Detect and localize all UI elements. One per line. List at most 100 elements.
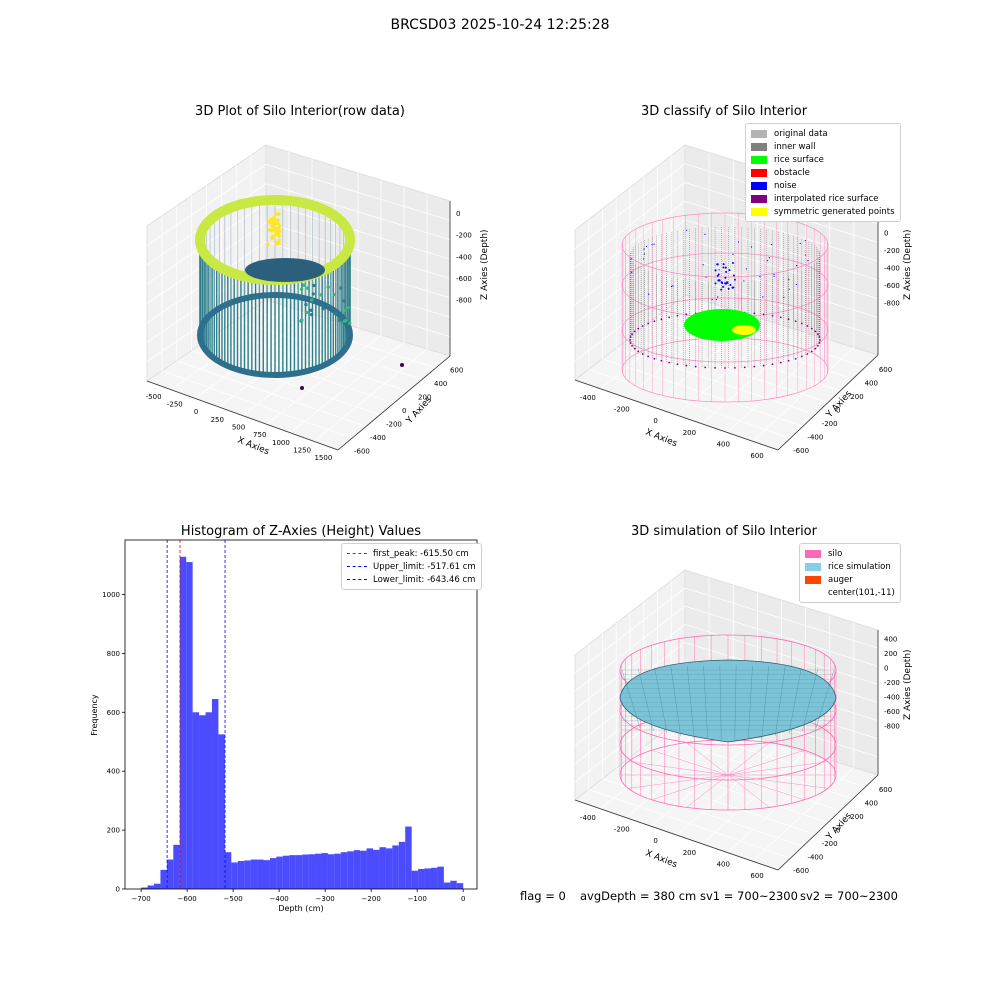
y-tick-label: -200 <box>822 840 838 848</box>
legend-label: Lower_limit: -643.46 cm <box>373 574 476 585</box>
legend-item: rice surface <box>751 153 895 166</box>
point <box>273 228 278 232</box>
y-tick-label: -600 <box>793 447 809 455</box>
legend-item: center(101,-11) <box>805 586 895 599</box>
interpolated-point <box>818 336 821 338</box>
noise-point <box>795 265 798 267</box>
interpolated-point <box>631 333 633 336</box>
noise-point <box>771 243 773 246</box>
interpolated-point <box>629 336 632 338</box>
panel2-points <box>621 212 829 403</box>
floor-spoke <box>727 742 770 776</box>
y-tick-label: 800 <box>107 650 120 658</box>
legend-item: Upper_limit: -517.61 cm <box>347 560 476 573</box>
noise-point <box>630 258 632 260</box>
legend-item: noise <box>751 179 895 192</box>
noise-point <box>732 253 734 255</box>
wall-grid <box>684 200 879 262</box>
floor-spoke <box>727 774 828 789</box>
noise-point <box>720 288 723 291</box>
legend-swatch <box>751 142 767 151</box>
noise-point <box>686 229 688 231</box>
interpolated-point <box>762 364 765 367</box>
legend-item: auger <box>805 573 895 586</box>
interpolated-point <box>685 313 688 316</box>
point <box>277 224 282 228</box>
legend-label: inner wall <box>774 141 816 152</box>
x-tick-label: 1000 <box>272 439 290 447</box>
noise-point <box>725 270 728 273</box>
histogram-axes: −700 −600 −500 −400 −300 −200 −100 0 0 200 400 600 8… <box>102 539 478 903</box>
mesh-line <box>761 665 769 738</box>
legend-swatch <box>751 155 767 164</box>
noise-point <box>783 296 785 298</box>
floor-grid <box>643 326 841 392</box>
noise-point <box>727 287 730 290</box>
wall-grid <box>574 587 686 674</box>
legend-line <box>347 553 367 554</box>
histogram-bar <box>276 856 283 889</box>
point <box>309 312 314 317</box>
legend-item: inner wall <box>751 140 895 153</box>
mesh-line <box>734 665 737 740</box>
noise-point <box>799 242 801 245</box>
y-tick-label: 400 <box>107 768 120 776</box>
x-tick-label: −400 <box>270 895 289 903</box>
histogram-bar <box>218 734 225 889</box>
legend-label: auger <box>828 574 853 585</box>
point <box>302 283 306 287</box>
footer-avg-depth: avgDepth = 380 cm <box>580 889 697 903</box>
legend-item: symmetric generated points <box>751 205 895 218</box>
x-tick-label: 750 <box>253 431 266 439</box>
floor-spoke <box>727 761 828 776</box>
interpolated-point <box>787 318 790 321</box>
point <box>304 310 309 315</box>
histogram-bar <box>244 860 251 889</box>
panel4-legend: silo rice simulation auger center(101,-11) <box>799 543 901 603</box>
y-tick-label: -400 <box>807 854 823 862</box>
interpolated-point <box>771 363 774 366</box>
histogram-bar <box>353 850 361 889</box>
noise-point <box>718 269 720 271</box>
histogram-bar <box>302 854 309 889</box>
legend-label: Upper_limit: -517.61 cm <box>373 561 476 572</box>
interpolated-point <box>668 316 671 319</box>
histogram-bar <box>321 853 328 889</box>
legend-label: first_peak: -615.50 cm <box>373 548 469 559</box>
wall-grid <box>574 624 686 710</box>
point <box>277 238 281 243</box>
legend-swatch <box>805 575 821 584</box>
histogram-bar <box>141 887 148 889</box>
interpolated-point <box>818 342 821 344</box>
y-tick-label: 200 <box>850 813 863 821</box>
histogram-bar <box>179 556 187 889</box>
histogram-bar <box>199 715 206 889</box>
x-tick-label: 400 <box>717 441 730 449</box>
y-tick-label: 0 <box>836 827 840 835</box>
x-tick-label: 400 <box>717 861 730 869</box>
noise-point <box>766 259 769 262</box>
noise-point <box>648 293 650 295</box>
panel1-title: 3D Plot of Silo Interior(row data) <box>195 104 405 119</box>
y-axis-line <box>777 354 879 451</box>
histogram-bar <box>347 851 354 889</box>
legend-swatch <box>805 588 821 597</box>
noise-point <box>717 273 720 276</box>
histogram-bar <box>360 850 367 889</box>
interpolated-point <box>660 318 663 321</box>
legend-item: rice simulation <box>805 560 895 573</box>
wall-grid <box>265 163 451 221</box>
legend-swatch <box>751 194 767 203</box>
noise-point <box>728 269 731 272</box>
wall-grid <box>146 164 267 246</box>
z-tick-label: -400 <box>884 693 900 701</box>
x-tick-label: −200 <box>362 895 381 903</box>
z-tick-label: -200 <box>884 247 900 255</box>
histogram-bar <box>192 712 200 889</box>
legend-swatch <box>751 181 767 190</box>
histogram-bar <box>340 852 348 889</box>
histogram-bar <box>173 844 180 889</box>
interpolated-point <box>779 316 782 319</box>
point <box>346 305 351 310</box>
noise-point <box>715 298 718 301</box>
